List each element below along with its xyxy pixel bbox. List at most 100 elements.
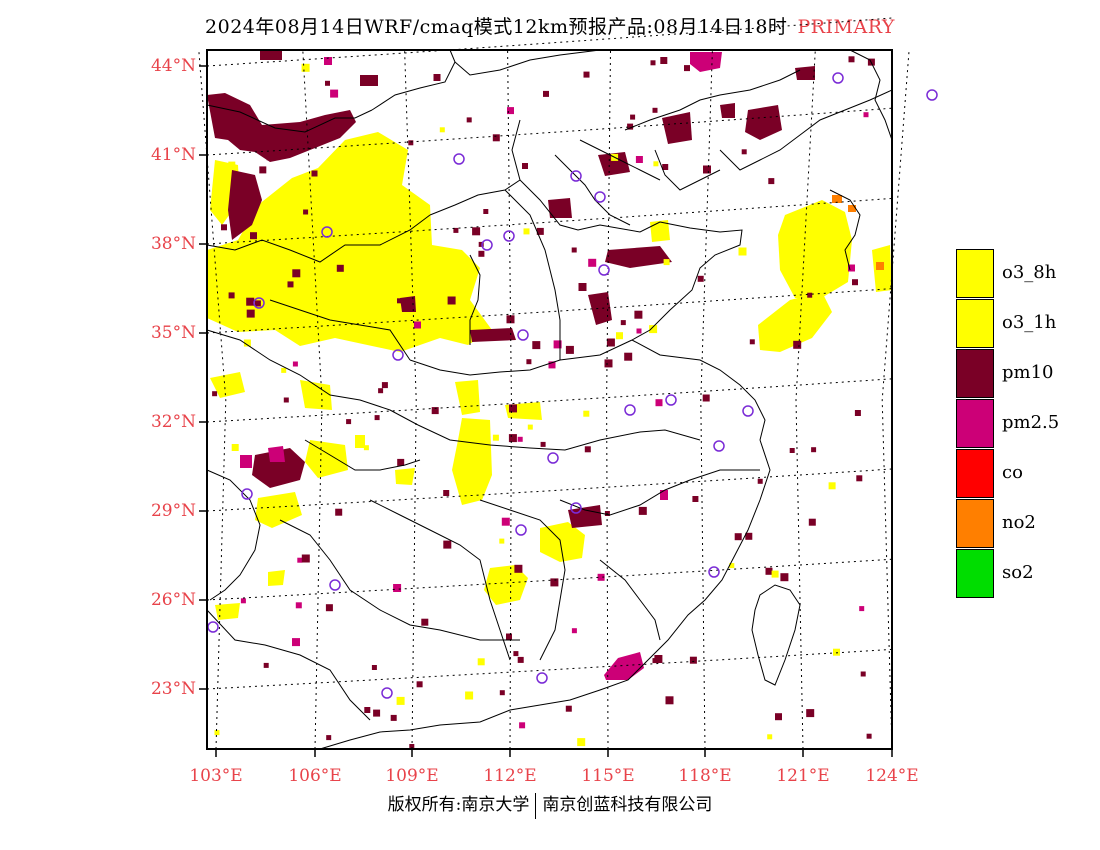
pm25-region [268,446,285,462]
legend-label: no2 [1002,512,1036,533]
pm10-region [207,93,356,162]
pollution-pixel [860,671,866,677]
pollution-pixel [738,247,747,256]
pm10-region [400,296,416,312]
pollution-pixel [374,415,380,421]
ozone-region [758,292,832,352]
pm10-region [605,246,672,268]
pollution-pixel [246,297,255,306]
pollution-pixel [508,434,517,443]
border-line [371,49,456,111]
title-tag: PRIMARY [797,16,895,38]
pollution-pixel [324,57,332,65]
pollution-pixel [848,56,855,63]
border-line [654,149,721,191]
pollution-pixel [548,361,556,369]
pm10-region [588,292,612,325]
pollution-pixel [416,681,423,688]
legend-swatch [956,549,994,598]
pollution-pixel [363,445,369,451]
border-line [369,499,511,661]
ozone-region [452,418,492,505]
pollution-pixel [466,117,472,123]
pollution-pixel [665,696,674,705]
pm10-region [360,75,378,86]
pollution-pixel [276,201,282,207]
border-line [511,119,661,233]
pollution-pixel [517,656,524,663]
pm10-region [548,198,572,218]
legend-label: pm2.5 [1002,412,1060,433]
ozone-region [484,565,528,605]
pollution-pixel [283,397,289,403]
border-line [539,439,771,706]
pollution-pixel [311,170,318,177]
pollution-pixel [414,321,421,329]
pollution-pixel [303,209,309,215]
pollution-pixel [214,730,220,736]
pollution-pixel [571,628,577,634]
pollution-pixel [854,410,861,416]
border-line [279,519,520,641]
station-marker [517,329,529,341]
pollution-pixel [390,714,397,721]
pollution-pixel [243,339,251,347]
station-marker [594,191,606,203]
station-marker [708,566,720,578]
pollution-pixel [662,164,669,170]
station-marker [624,404,636,416]
pollution-pixel [507,107,514,115]
pollution-pixel [472,227,481,236]
copyright-separator [535,792,537,819]
pollution-pixel [396,696,405,705]
border-line [417,424,701,451]
pollution-pixel [660,57,668,64]
border-line [454,49,601,76]
pollution-pixel [378,388,384,394]
border-line [849,49,893,141]
axis-ticks [199,65,893,757]
pollution-pixel [212,391,218,397]
station-marker [570,502,582,514]
ozone-region [455,380,480,415]
pollution-pixel [540,441,546,447]
copyright-right: 南京创蓝科技有限公司 [542,795,713,815]
legend-swatch [956,499,994,548]
pollution-pixel [789,448,795,453]
border-line [504,189,561,360]
pm10-region [720,103,735,118]
pollution-pixel [702,394,710,402]
pollution-pixel [565,705,572,712]
station-marker [536,672,548,684]
pollution-pixel [650,60,656,66]
legend-label: so2 [1002,562,1034,583]
ozone-region [207,132,492,352]
pollution-pixel [578,283,587,291]
pollution-pixel [292,638,300,647]
longitude-line [795,49,816,750]
pollution-pixel [301,554,310,563]
pollution-pixel [734,533,742,541]
pollution-pixel [522,163,528,169]
pollution-pixel [652,107,658,113]
pollution-pixel [397,458,405,466]
pollution-pixel [527,424,533,430]
pollution-pixel [697,275,704,282]
pollution-pixel [506,315,515,324]
pollution-pixel [692,496,699,502]
border-line [206,609,371,721]
latitude-label: 29°N [150,501,196,521]
pollution-pixel [523,228,530,235]
pollution-pixel [703,165,711,174]
border-line [631,339,766,441]
pollution-pixel [499,538,505,544]
pm25-region [660,490,668,500]
pollution-pixel [330,89,339,98]
title-main: 2024年08月14日WRF/cmaq模式12km预报产品:08月14日18时 [205,16,788,38]
pollution-pixel [393,584,402,592]
pm10-region [260,50,282,60]
ozone-region [395,468,415,485]
pollution-pixel [388,218,394,224]
no2-region [848,205,856,212]
pollution-pixel [301,63,310,72]
